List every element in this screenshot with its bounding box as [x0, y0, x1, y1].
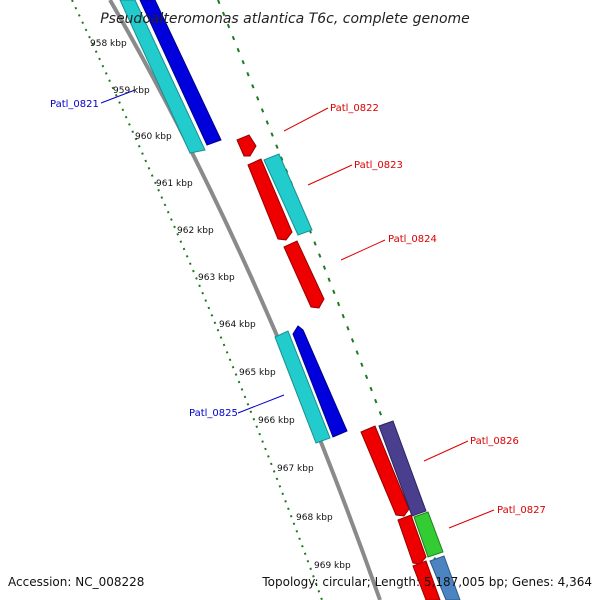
gene-block-cyan-3[interactable] — [263, 153, 313, 236]
gene-block-red-patl-0827[interactable] — [397, 514, 427, 565]
tick-label: 966 kbp — [258, 416, 295, 426]
topology-text: Topology: circular; Length: 5,187,005 bp… — [261, 575, 592, 589]
gene-label-patl-0824[interactable]: Patl_0824 — [388, 234, 437, 245]
gene-block-red-bottom[interactable] — [412, 560, 441, 600]
gene-block-red-patl-0826[interactable] — [360, 425, 410, 517]
gene-label-patl-0826[interactable]: Patl_0826 — [470, 436, 519, 447]
callout-line-0821 — [100, 89, 136, 104]
tick-label: 958 kbp — [90, 39, 127, 49]
gene-block-red-patl-0823[interactable] — [247, 158, 293, 241]
gene-block-cyan-1[interactable] — [119, 0, 206, 154]
gene-label-patl-0827[interactable]: Patl_0827 — [497, 505, 546, 516]
gene-block-blue-patl-0825[interactable] — [292, 325, 348, 438]
callout-line-0823 — [307, 164, 353, 186]
tick-label: 961 kbp — [156, 179, 193, 189]
gene-block-red-patl-0822[interactable] — [236, 134, 257, 157]
gene-block-blue-patl-0821[interactable] — [139, 0, 222, 146]
gene-labels: Patl_0821 Patl_0822 Patl_0823 Patl_0824 … — [50, 99, 546, 516]
gene-label-patl-0825[interactable]: Patl_0825 — [189, 408, 238, 419]
plus-strand-genes — [236, 134, 461, 600]
callout-line-0827 — [448, 509, 495, 529]
gene-callout-lines — [100, 89, 495, 529]
tick-label: 967 kbp — [277, 464, 314, 474]
tick-label: 964 kbp — [219, 320, 256, 330]
gene-block-red-patl-0824[interactable] — [283, 240, 325, 309]
minus-strand-genes — [119, 0, 348, 444]
tick-label: 963 kbp — [198, 273, 235, 283]
inner-tick-ring — [71, 0, 323, 600]
gene-label-patl-0822[interactable]: Patl_0822 — [330, 103, 379, 114]
gene-block-steelblue[interactable] — [429, 555, 461, 600]
tick-labels: 958 kbp 959 kbp 960 kbp 961 kbp 962 kbp … — [90, 39, 351, 571]
map-title: Pseudoalteromonas atlantica T6c, complet… — [100, 11, 470, 27]
callout-line-0825 — [237, 394, 285, 414]
callout-line-0824 — [340, 239, 386, 261]
callout-line-0822 — [283, 107, 329, 132]
tick-label: 962 kbp — [177, 226, 214, 236]
tick-label: 959 kbp — [113, 86, 150, 96]
tick-label: 960 kbp — [135, 132, 172, 142]
gene-block-green[interactable] — [413, 511, 444, 558]
genome-backbone — [108, 0, 382, 600]
gene-label-patl-0823[interactable]: Patl_0823 — [354, 160, 403, 171]
outer-tick-ring — [217, 0, 451, 600]
callout-line-0826 — [423, 440, 469, 462]
gene-label-patl-0821[interactable]: Patl_0821 — [50, 99, 99, 110]
tick-label: 968 kbp — [296, 513, 333, 523]
gene-block-purple[interactable] — [378, 420, 427, 517]
tick-label: 969 kbp — [314, 561, 351, 571]
gene-block-cyan-2[interactable] — [274, 330, 331, 444]
accession-text: Accession: NC_008228 — [8, 575, 144, 589]
tick-label: 965 kbp — [239, 368, 276, 378]
